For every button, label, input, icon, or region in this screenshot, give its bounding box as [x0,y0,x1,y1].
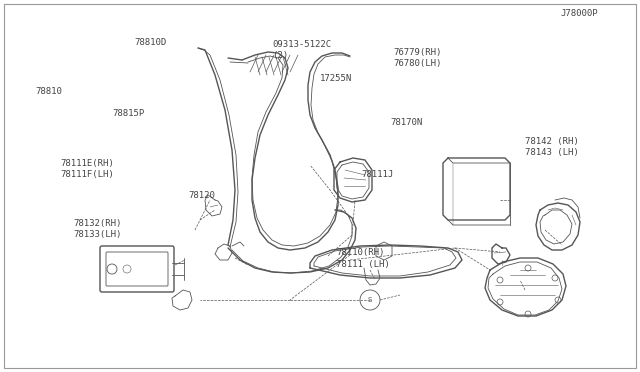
Text: S: S [368,297,372,303]
Text: 78111E(RH)
78111F(LH): 78111E(RH) 78111F(LH) [61,159,115,179]
Text: 78810: 78810 [35,87,62,96]
Text: J78000P: J78000P [560,9,598,17]
Text: 17255N: 17255N [320,74,352,83]
Text: 78170N: 78170N [390,118,422,127]
Text: 76779(RH)
76780(LH): 76779(RH) 76780(LH) [394,48,442,68]
Text: 78120: 78120 [189,191,216,200]
Text: 78810D: 78810D [134,38,166,47]
Text: 78142 (RH)
78143 (LH): 78142 (RH) 78143 (LH) [525,137,579,157]
Text: 78132(RH)
78133(LH): 78132(RH) 78133(LH) [74,219,122,239]
Text: 78110(RH)
78111 (LH): 78110(RH) 78111 (LH) [336,248,390,269]
Text: 78815P: 78815P [112,109,144,118]
Text: 09313-5122C
(2): 09313-5122C (2) [272,40,331,60]
Text: 78111J: 78111J [362,170,394,179]
